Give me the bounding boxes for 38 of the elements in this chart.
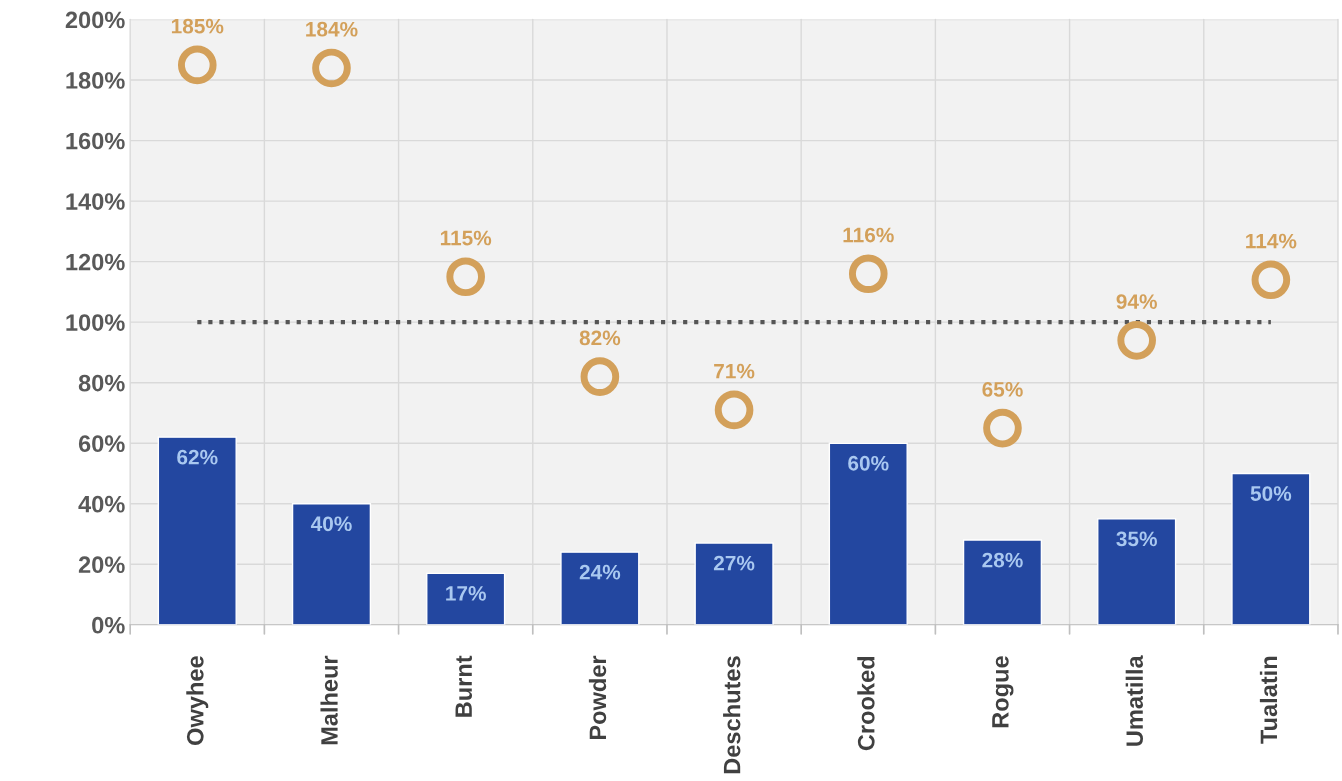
y-tick-label: 40% [78,495,125,513]
y-tick-label: 180% [66,72,125,89]
x-tick-label: Crooked [857,656,875,751]
y-tick-label: 120% [66,253,125,271]
data-label: 35% [1116,531,1157,547]
x-tick-label: Burnt [455,655,473,717]
data-label: 184% [306,21,358,37]
x-tick-label: Rogue [992,656,1014,728]
data-label: 82% [579,330,621,346]
y-tick-label: 160% [66,132,125,150]
x-tick-label: Tualatin [1259,656,1278,744]
y-tick-label: 100% [66,314,125,331]
data-label: 185% [171,18,224,34]
data-label: 27% [713,555,755,571]
data-label: 115% [440,230,492,246]
y-tick-label: 200% [65,11,125,29]
data-label: 40% [310,516,352,532]
data-label: 94% [1116,294,1157,309]
data-label: 62% [177,449,218,465]
data-label: 24% [579,564,621,580]
data-label: 65% [982,381,1023,397]
x-tick-label: Deschutes [723,656,741,774]
x-tick-label: Owyhee [186,656,209,745]
data-label: 114% [1246,233,1297,249]
y-tick-label: 0% [92,616,125,634]
data-label: 50% [1250,486,1292,501]
data-label: 116% [843,227,894,243]
data-label: 28% [982,552,1023,568]
x-tick-label: Umatilla [1125,655,1144,746]
data-label: 60% [848,455,889,471]
data-label: 17% [446,586,486,601]
y-tick-label: 60% [78,435,125,453]
data-label: 71% [714,363,755,379]
y-tick-label: 20% [78,556,125,574]
x-tick-label: Malheur [320,655,338,745]
y-tick-label: 140% [66,193,125,210]
y-tick-label: 80% [78,374,125,392]
x-tick-label: Powder [588,655,607,740]
